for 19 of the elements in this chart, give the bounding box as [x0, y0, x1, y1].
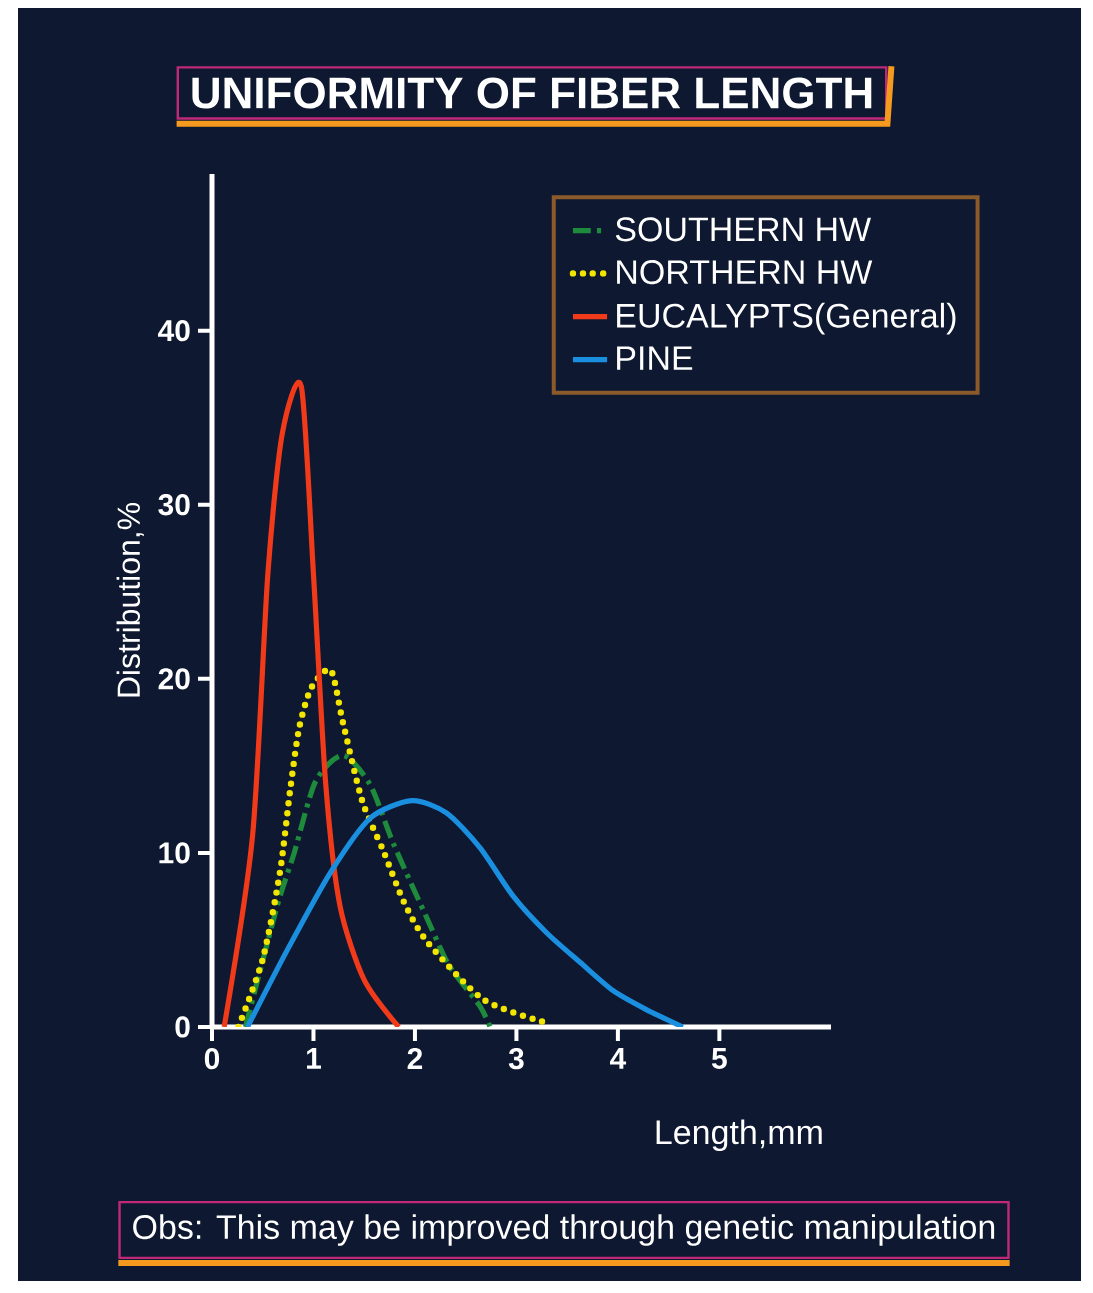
y-tick-label: 40	[158, 320, 190, 342]
text: Obs: This may be improved through genetic manipulation	[133, 1214, 995, 1246]
y-axis-title: Distribution,%	[116, 502, 144, 697]
x-tick-label: 0	[204, 1048, 220, 1070]
chart-title: UNIFORMITY OF FIBER LENGTH	[192, 77, 872, 109]
legend-label: SOUTHERN HW	[615, 217, 872, 242]
legend-label: EUCALYPTS(General)	[617, 302, 956, 335]
legend-label: NORTHERN HW	[617, 260, 873, 285]
y-tick-label: 10	[159, 842, 190, 864]
x-tick-label: 3	[508, 1048, 524, 1070]
x-tick-label: 2	[407, 1048, 423, 1069]
y-tick-label: 20	[158, 668, 190, 690]
y-tick-label: 0	[175, 1016, 190, 1038]
x-tick-label: 5	[711, 1048, 727, 1069]
legend-label: PINE	[617, 346, 693, 370]
x-tick-label: 4	[610, 1048, 627, 1069]
y-tick-label: 30	[158, 494, 190, 516]
x-tick-label: 1	[307, 1048, 321, 1069]
x-axis-title: Length,mm	[656, 1119, 822, 1152]
